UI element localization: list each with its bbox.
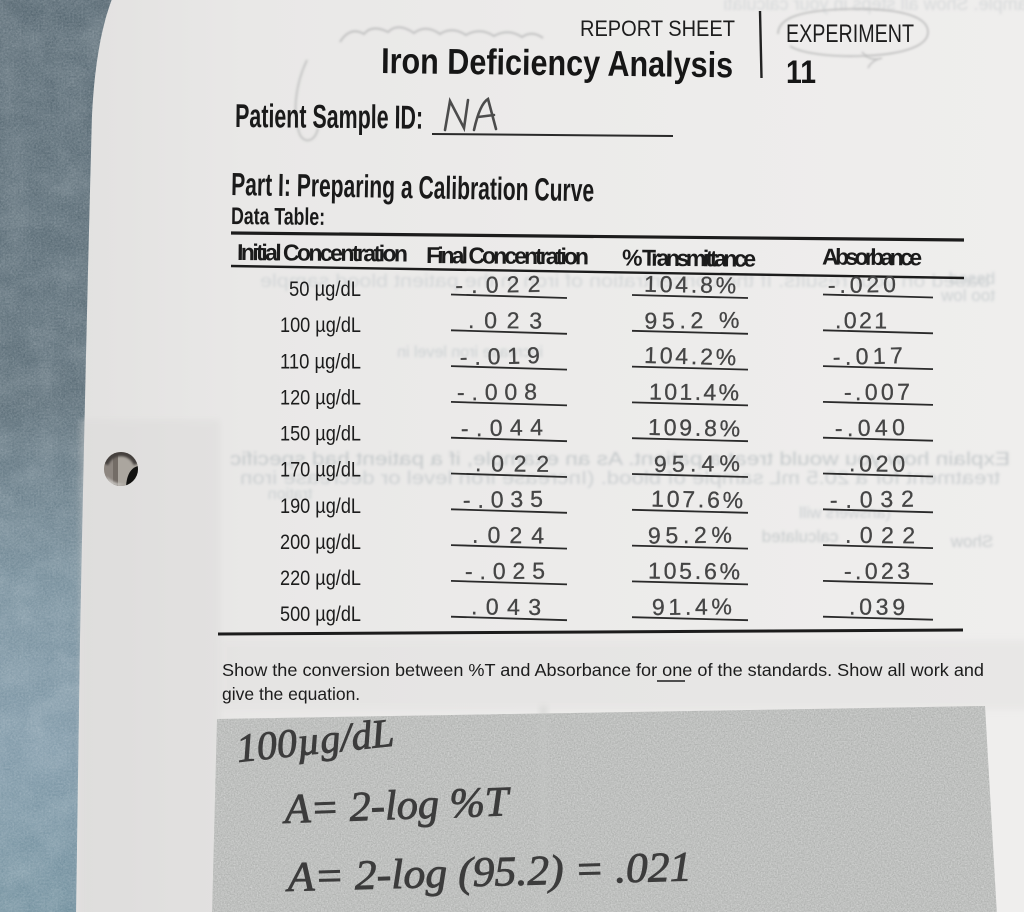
svg-text:105.6%: 105.6% — [648, 557, 740, 584]
svg-text:500 µg/dL: 500 µg/dL — [280, 603, 361, 626]
svg-text:too low: too low — [940, 286, 995, 305]
svg-text:-.023: -.023 — [844, 558, 910, 585]
svg-text:based on your results. If the: based on your results. If the concentrat… — [260, 271, 990, 291]
svg-text:based: based — [949, 269, 995, 288]
svg-text:Initial Concentration: Initial Concentration — [237, 239, 408, 266]
svg-text:sample. Show all steps in your: sample. Show all steps in your calculati — [723, 0, 1024, 14]
svg-text:% Transmittance: % Transmittance — [622, 245, 756, 272]
svg-text:104.8%: 104.8% — [644, 271, 736, 299]
svg-text:109.8%: 109.8% — [648, 414, 740, 442]
svg-text:190 µg/dL: 190 µg/dL — [280, 495, 361, 518]
svg-text:calculated: calculated — [762, 527, 839, 546]
svg-text:A= 2-log %T: A= 2-log %T — [281, 779, 512, 833]
svg-text:-.020: -.020 — [828, 271, 896, 298]
svg-text:Absorbance: Absorbance — [822, 244, 922, 271]
svg-text:tration: tration — [268, 486, 312, 503]
svg-text:100 µg/dL: 100 µg/dL — [280, 314, 361, 337]
svg-text:treatment for a 20.5 mL sample: treatment for a 20.5 mL sample of blood.… — [240, 468, 1000, 488]
svg-text:Show the conversion between %T: Show the conversion between %T and Absor… — [222, 660, 984, 680]
svg-text:120 µg/dL: 120 µg/dL — [280, 386, 361, 409]
svg-text:Data Table:: Data Table: — [231, 203, 325, 231]
svg-text:-.017: -.017 — [832, 342, 903, 370]
svg-text:increase iron level in: increase iron level in — [397, 344, 543, 361]
svg-text:11: 11 — [786, 54, 816, 90]
svg-text:.021: .021 — [835, 307, 887, 333]
svg-text:220 µg/dL: 220 µg/dL — [280, 567, 361, 590]
svg-text:200 µg/dL: 200 µg/dL — [280, 531, 361, 554]
svg-text:Patient Sample ID:: Patient Sample ID: — [235, 97, 423, 136]
svg-text:Explain how you would treat a: Explain how you would treat a patient. A… — [230, 449, 1010, 469]
svg-text:.020: .020 — [849, 450, 905, 476]
svg-text:.039: .039 — [849, 593, 905, 619]
svg-text:150 µg/dL: 150 µg/dL — [280, 423, 361, 446]
svg-text:50 µg/dL: 50 µg/dL — [289, 278, 361, 301]
svg-text:101.4%: 101.4% — [649, 379, 739, 406]
svg-text:give the equation.: give the equation. — [222, 684, 360, 704]
svg-text:REPORT SHEET: REPORT SHEET — [580, 16, 735, 41]
svg-text:A= 2-log (95.2) = .021: A= 2-log (95.2) = .021 — [284, 844, 692, 901]
svg-text:EXPERIMENT: EXPERIMENT — [786, 20, 914, 48]
svg-text:107.6%: 107.6% — [651, 486, 743, 514]
svg-text:110 µg/dL: 110 µg/dL — [280, 350, 361, 373]
svg-text:(answers will: (answers will — [799, 505, 891, 522]
svg-text:Iron Deficiency Analysis: Iron Deficiency Analysis — [381, 40, 733, 85]
svg-text:Show: Show — [950, 532, 993, 551]
svg-text:Part I: Preparing a Calibratio: Part I: Preparing a Calibration Curve — [231, 166, 595, 208]
svg-text:-.007: -.007 — [844, 379, 910, 406]
svg-text:170 µg/dL: 170 µg/dL — [280, 459, 361, 482]
svg-text:Final Concentration: Final Concentration — [426, 242, 589, 269]
svg-text:-.040: -.040 — [835, 414, 905, 441]
